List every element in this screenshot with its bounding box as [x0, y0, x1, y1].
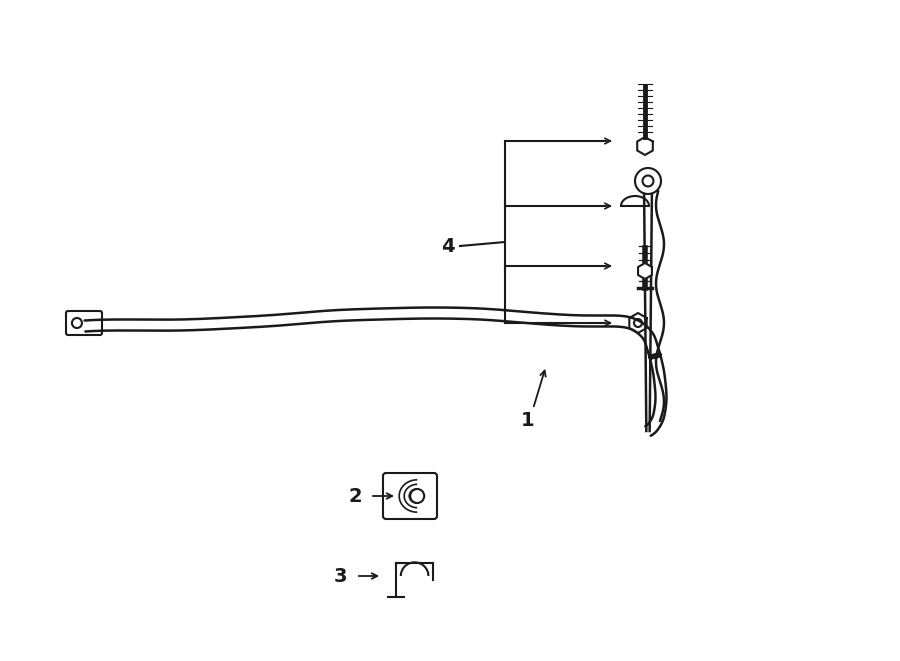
Text: 4: 4: [441, 237, 455, 256]
Text: 1: 1: [521, 412, 535, 430]
Text: 3: 3: [333, 566, 346, 586]
Polygon shape: [638, 263, 652, 279]
Text: 2: 2: [348, 486, 362, 506]
